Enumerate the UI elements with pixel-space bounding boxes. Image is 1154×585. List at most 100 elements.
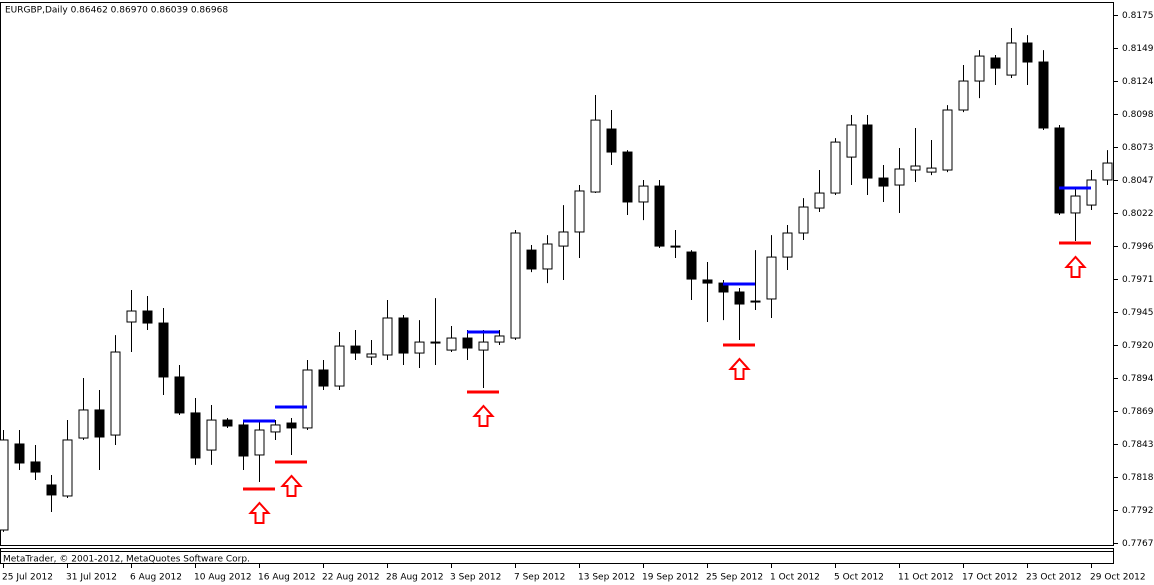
candle-body: [190, 412, 201, 459]
x-tick-label: 11 Oct 2012: [898, 573, 954, 583]
candle-body: [1022, 42, 1033, 63]
candle-body: [462, 337, 473, 349]
candle-body: [14, 443, 25, 464]
x-tick-label: 31 Jul 2012: [66, 573, 117, 583]
candle-body: [414, 341, 425, 354]
candle-body: [846, 124, 857, 158]
candle-body: [750, 300, 761, 303]
candle-body: [1070, 195, 1081, 214]
x-tick-label: 22 Aug 2012: [322, 573, 380, 583]
arrow-icon: [728, 357, 751, 381]
candle-body: [862, 124, 873, 179]
plot-frame: [0, 2, 1114, 546]
candle-body: [734, 291, 745, 305]
candle-body: [174, 376, 185, 414]
x-tick-label: 3 Sep 2012: [450, 573, 501, 583]
candle-body: [766, 256, 777, 300]
candle-body: [398, 317, 409, 354]
candle-body: [430, 341, 441, 344]
candle-body: [670, 245, 681, 248]
candle-body: [350, 345, 361, 354]
x-tick-label: 17 Oct 2012: [962, 573, 1018, 583]
candle-body: [590, 119, 601, 193]
arrow-icon: [472, 404, 495, 427]
candle-body: [238, 424, 249, 457]
candle-body: [878, 177, 889, 187]
candle-body: [334, 345, 345, 387]
candle-body: [510, 232, 521, 339]
footer-panel: [0, 548, 1114, 564]
arrow-icon: [1064, 255, 1087, 278]
candle-body: [254, 429, 265, 456]
x-tick-label: 29 Oct 2012: [1090, 573, 1146, 583]
candle-body: [126, 310, 137, 323]
candle-body: [798, 206, 809, 234]
candle-body: [1006, 42, 1017, 76]
x-tick-label: 23 Oct 2012: [1026, 573, 1082, 583]
candle-body: [62, 439, 73, 497]
candle-body: [542, 243, 553, 270]
candle-body: [958, 80, 969, 111]
candle-body: [606, 128, 617, 153]
x-tick-label: 5 Oct 2012: [834, 573, 884, 583]
candle-body: [526, 249, 537, 270]
candle-body: [222, 419, 233, 427]
chart-title: EURGBP,Daily 0.86462 0.86970 0.86039 0.8…: [5, 6, 228, 16]
x-tick-label: 13 Sep 2012: [578, 573, 635, 583]
candle-body: [286, 422, 297, 429]
y-tick-label: 0.78435: [1122, 440, 1154, 450]
candle-body: [926, 167, 937, 173]
x-tick-label: 6 Aug 2012: [130, 573, 182, 583]
candle-body: [1038, 61, 1049, 129]
candle-body: [558, 231, 569, 247]
candle-body: [158, 322, 169, 378]
candle-body: [654, 185, 665, 247]
x-tick-label: 7 Sep 2012: [514, 573, 565, 583]
y-tick-label: 0.79455: [1122, 308, 1154, 318]
candle-body: [206, 419, 217, 451]
y-tick-label: 0.77925: [1122, 506, 1154, 516]
candle-body: [110, 351, 121, 436]
candle-body: [942, 109, 953, 171]
candle-body: [622, 151, 633, 203]
candle-body: [1086, 179, 1097, 206]
candle-body: [78, 409, 89, 439]
candle-body: [478, 341, 489, 351]
candle-body: [686, 251, 697, 280]
candle-body: [782, 232, 793, 258]
candle-body: [142, 310, 153, 324]
candle-body: [382, 317, 393, 356]
candle-body: [702, 279, 713, 284]
candle-body: [302, 369, 313, 429]
candle-body: [494, 335, 505, 343]
candle-body: [0, 439, 9, 531]
x-tick-label: 1 Oct 2012: [770, 573, 820, 583]
footer-text: MetaTrader, © 2001-2012, MetaQuotes Soft…: [3, 555, 250, 565]
candle-body: [318, 369, 329, 387]
candle-body: [910, 165, 921, 171]
candle-body: [46, 484, 57, 496]
y-tick-label: 0.78945: [1122, 374, 1154, 384]
arrow-icon: [280, 474, 303, 497]
y-tick-label: 0.79965: [1122, 242, 1154, 252]
candle-body: [894, 168, 905, 186]
candle-body: [814, 192, 825, 209]
y-tick-label: 0.80475: [1122, 176, 1154, 186]
candle-body: [1102, 162, 1113, 181]
x-tick-label: 10 Aug 2012: [194, 573, 252, 583]
candle-body: [990, 57, 1001, 69]
x-tick-label: 16 Aug 2012: [258, 573, 316, 583]
candle-body: [974, 55, 985, 82]
y-tick-label: 0.80985: [1122, 110, 1154, 120]
x-tick-label: 25 Sep 2012: [706, 573, 763, 583]
candle-body: [30, 461, 41, 473]
candle-body: [366, 353, 377, 358]
candle-body: [270, 424, 281, 433]
